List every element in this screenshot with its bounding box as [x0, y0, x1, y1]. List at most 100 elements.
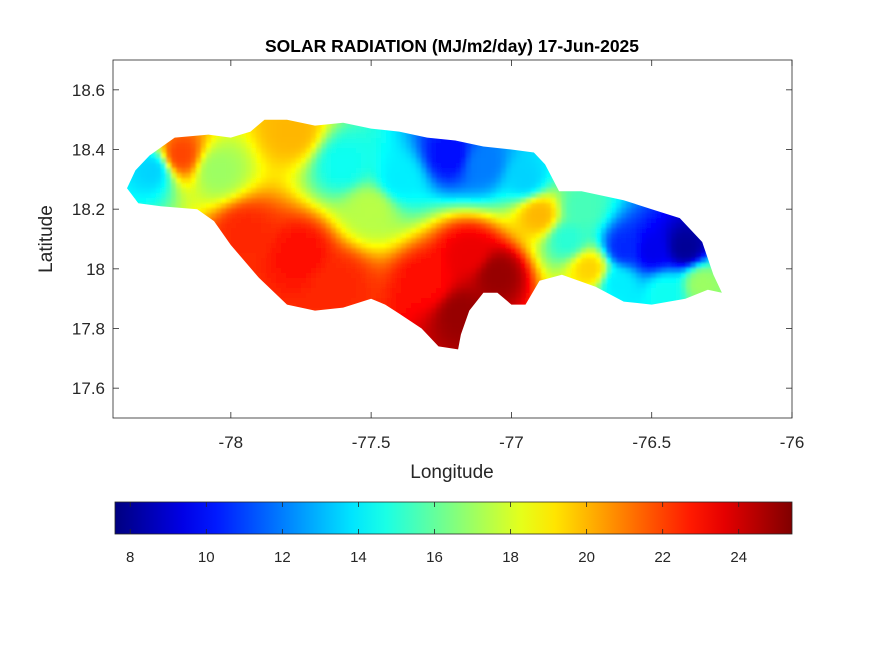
- field-cell: [291, 258, 297, 264]
- field-cell: [441, 173, 447, 179]
- field-cell: [526, 278, 532, 284]
- field-cell: [336, 288, 342, 294]
- field-cell: [621, 213, 627, 219]
- field-cell: [686, 268, 692, 274]
- field-cell: [666, 278, 672, 284]
- field-cell: [436, 298, 442, 304]
- field-cell: [401, 153, 407, 159]
- field-cell: [626, 268, 632, 274]
- field-cell: [376, 133, 382, 139]
- field-cell: [631, 208, 637, 214]
- field-cell: [441, 258, 447, 264]
- field-cell: [331, 298, 337, 304]
- field-cell: [436, 178, 442, 184]
- field-cell: [261, 243, 267, 249]
- field-cell: [516, 248, 522, 254]
- field-cell: [451, 143, 457, 149]
- field-cell: [506, 283, 512, 289]
- field-cell: [616, 213, 622, 219]
- field-cell: [486, 228, 492, 234]
- field-cell: [591, 268, 597, 274]
- field-cell: [226, 218, 232, 224]
- field-cell: [211, 158, 217, 164]
- field-cell: [251, 138, 257, 144]
- field-cell: [681, 263, 687, 269]
- field-cell: [466, 293, 472, 299]
- field-cell: [661, 283, 667, 289]
- field-cell: [296, 203, 302, 209]
- field-cell: [286, 183, 292, 189]
- field-cell: [446, 173, 452, 179]
- field-cell: [646, 228, 652, 234]
- field-cell: [601, 203, 607, 209]
- field-cell: [336, 303, 342, 309]
- field-cell: [511, 233, 517, 239]
- field-cell: [646, 288, 652, 294]
- field-cell: [351, 233, 357, 239]
- field-cell: [466, 233, 472, 239]
- field-cell: [341, 158, 347, 164]
- field-cell: [556, 253, 562, 259]
- field-cell: [296, 273, 302, 279]
- field-cell: [626, 273, 632, 279]
- field-cell: [396, 228, 402, 234]
- field-cell: [276, 288, 282, 294]
- field-cell: [246, 138, 252, 144]
- field-cell: [191, 148, 197, 154]
- field-cell: [426, 278, 432, 284]
- field-cell: [401, 273, 407, 279]
- field-cell: [301, 238, 307, 244]
- field-cell: [601, 218, 607, 224]
- field-cell: [441, 158, 447, 164]
- field-cell: [501, 198, 507, 204]
- field-cell: [676, 268, 682, 274]
- field-cell: [401, 143, 407, 149]
- field-cell: [651, 273, 657, 279]
- field-cell: [211, 213, 217, 219]
- field-cell: [506, 193, 512, 199]
- field-cell: [511, 263, 517, 269]
- field-cell: [676, 218, 682, 224]
- field-cell: [386, 278, 392, 284]
- field-cell: [261, 128, 267, 134]
- field-cell: [401, 263, 407, 269]
- field-cell: [391, 223, 397, 229]
- field-cell: [491, 258, 497, 264]
- field-cell: [396, 308, 402, 314]
- field-cell: [391, 238, 397, 244]
- field-cell: [141, 168, 147, 174]
- field-cell: [256, 218, 262, 224]
- field-cell: [406, 193, 412, 199]
- field-cell: [516, 203, 522, 209]
- field-cell: [326, 168, 332, 174]
- field-cell: [201, 178, 207, 184]
- field-cell: [421, 218, 427, 224]
- field-cell: [386, 253, 392, 259]
- field-cell: [391, 193, 397, 199]
- field-cell: [291, 223, 297, 229]
- field-cell: [296, 138, 302, 144]
- field-cell: [651, 223, 657, 229]
- field-cell: [491, 288, 497, 294]
- field-cell: [201, 173, 207, 179]
- field-cell: [671, 253, 677, 259]
- field-cell: [516, 183, 522, 189]
- field-cell: [601, 253, 607, 259]
- field-cell: [451, 208, 457, 214]
- field-cell: [511, 223, 517, 229]
- field-cell: [416, 213, 422, 219]
- field-cell: [521, 283, 527, 289]
- field-cell: [321, 243, 327, 249]
- field-cell: [496, 263, 502, 269]
- field-cell: [501, 293, 507, 299]
- field-cell: [521, 168, 527, 174]
- field-cell: [296, 133, 302, 139]
- field-cell: [621, 263, 627, 269]
- field-cell: [346, 178, 352, 184]
- field-cell: [221, 158, 227, 164]
- field-cell: [311, 208, 317, 214]
- field-cell: [281, 298, 287, 304]
- field-cell: [301, 253, 307, 259]
- field-cell: [436, 168, 442, 174]
- field-cell: [556, 188, 562, 194]
